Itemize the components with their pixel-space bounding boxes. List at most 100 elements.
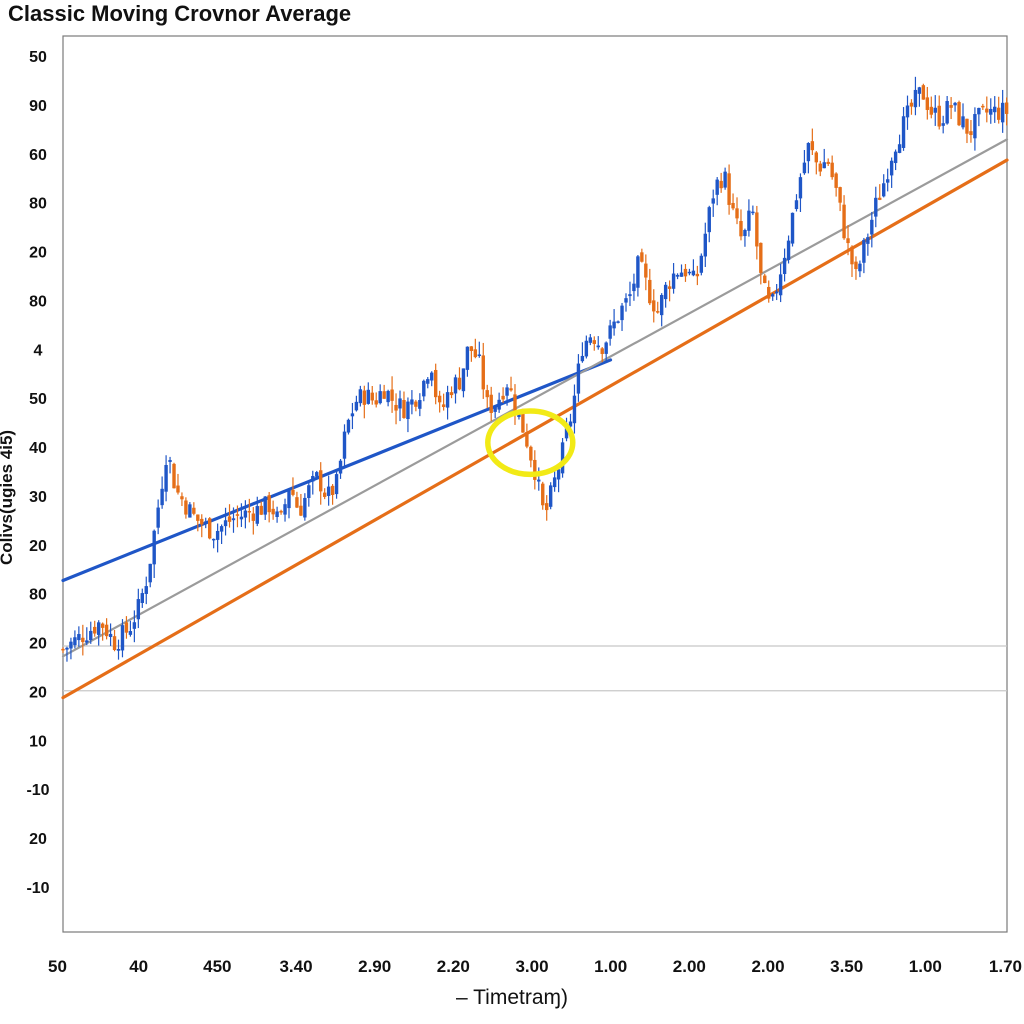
- x-tick-label: 3.40: [279, 957, 312, 976]
- x-tick-label: 3.00: [515, 957, 548, 976]
- candle-body-219: [925, 97, 930, 110]
- candle-body-154: [667, 286, 672, 289]
- y-tick-label: 80: [29, 196, 47, 213]
- candle-body-227: [957, 102, 961, 126]
- candle-body-87: [402, 400, 406, 418]
- y-tick-label: -10: [26, 880, 49, 897]
- candle-body-21: [140, 593, 144, 603]
- candle-body-69: [330, 485, 335, 495]
- candle-body-44: [231, 518, 236, 521]
- candle-body-54: [271, 508, 275, 515]
- candle-body-35: [196, 514, 200, 521]
- candle-body-66: [319, 470, 323, 492]
- candle-body-205: [870, 219, 874, 235]
- y-tick-label: 60: [29, 147, 47, 164]
- x-tick-label: 2.20: [437, 957, 470, 976]
- candle-body-63: [307, 485, 311, 499]
- candle-body-93: [426, 379, 430, 384]
- y-tick-label: 10: [29, 733, 47, 750]
- y-tick-label: 40: [29, 440, 47, 457]
- candle-body-96: [437, 395, 442, 403]
- candle-body-20: [136, 599, 141, 620]
- candle-body-118: [525, 432, 529, 447]
- candle-body-100: [453, 377, 458, 394]
- x-tick-label: 1.00: [909, 957, 942, 976]
- candle-body-52: [263, 496, 267, 515]
- candle-body-58: [287, 490, 291, 509]
- candle-body-165: [711, 198, 715, 204]
- candle-body-163: [703, 233, 707, 257]
- x-tick-label: 450: [203, 957, 231, 976]
- candle-body-18: [128, 631, 133, 635]
- candle-body-152: [659, 294, 664, 316]
- candle-body-127: [560, 442, 565, 474]
- candle-body-5: [77, 634, 81, 641]
- candle-body-51: [259, 505, 263, 515]
- candle-body-61: [299, 505, 303, 516]
- x-tick-label: 2.00: [673, 957, 706, 976]
- candle-body-209: [885, 179, 890, 183]
- candle-body-12: [104, 624, 109, 637]
- candle-body-106: [477, 354, 482, 356]
- x-tick-label: 2.90: [358, 957, 391, 976]
- candle-body-148: [644, 263, 648, 278]
- candle-body-13: [108, 633, 113, 637]
- candle-body-77: [362, 390, 367, 405]
- candle-body-217: [917, 87, 922, 94]
- candle-body-32: [184, 500, 188, 515]
- y-tick-label: 80: [29, 293, 47, 310]
- candle-body-164: [707, 207, 711, 233]
- candle-body-123: [545, 503, 549, 511]
- candle-body-200: [850, 246, 854, 265]
- candle-body-84: [390, 389, 394, 401]
- candle-body-145: [632, 283, 636, 292]
- candle-body-203: [862, 239, 866, 263]
- candle-body-107: [481, 355, 485, 390]
- trend-line-3: [61, 158, 1009, 700]
- candle-body-233: [981, 105, 985, 108]
- candle-body-232: [977, 107, 981, 115]
- candle-body-101: [457, 377, 462, 390]
- x-tick-label: 40: [129, 957, 148, 976]
- candle-body-128: [564, 428, 569, 439]
- candle-body-141: [616, 321, 620, 323]
- candle-body-239: [1004, 102, 1009, 114]
- candle-body-33: [188, 504, 192, 518]
- candle-body-124: [548, 485, 553, 507]
- candle-body-180: [770, 294, 775, 297]
- x-tick-label: 1.70: [989, 957, 1022, 976]
- candle-body-201: [854, 261, 858, 270]
- candle-body-16: [120, 625, 125, 651]
- candle-body-133: [584, 340, 589, 357]
- candle-body-15: [116, 649, 121, 651]
- candle-body-49: [251, 513, 256, 521]
- candle-body-220: [929, 106, 933, 115]
- candle-body-129: [568, 421, 573, 427]
- candle-body-140: [612, 321, 616, 329]
- candle-body-175: [751, 211, 755, 214]
- candle-body-98: [445, 392, 450, 408]
- candle-body-177: [759, 242, 763, 273]
- candle-body-27: [164, 464, 168, 492]
- candle-body-97: [441, 404, 446, 408]
- candle-body-115: [513, 394, 517, 413]
- y-tick-label: 4: [34, 342, 43, 359]
- candle-body-57: [283, 504, 287, 515]
- candle-body-73: [346, 419, 351, 433]
- candle-body-173: [743, 229, 747, 237]
- candle-body-28: [168, 460, 172, 462]
- candle-body-230: [969, 131, 973, 136]
- candle-body-136: [596, 345, 600, 348]
- candle-body-29: [172, 463, 176, 489]
- candle-body-80: [374, 400, 378, 405]
- candle-body-75: [354, 401, 359, 411]
- candle-body-196: [834, 173, 838, 188]
- candle-body-186: [794, 200, 799, 210]
- candle-body-23: [148, 563, 152, 583]
- candle-body-199: [846, 238, 850, 244]
- candle-body-1: [61, 648, 65, 651]
- candle-body-53: [267, 495, 271, 513]
- candle-body-139: [608, 325, 612, 339]
- candle-body-112: [501, 395, 505, 400]
- candle-body-120: [533, 459, 537, 480]
